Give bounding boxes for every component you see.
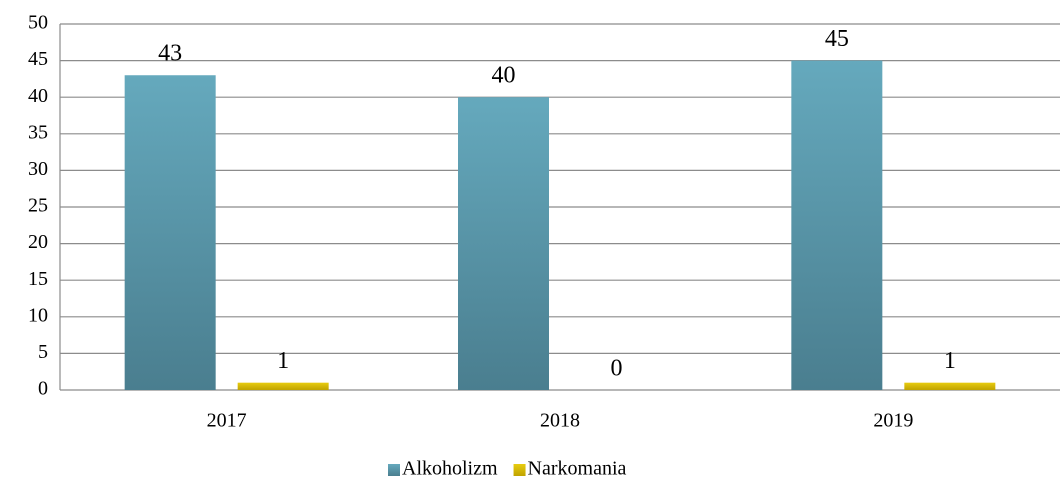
y-tick-label: 50 — [28, 12, 48, 34]
data-label: 40 — [492, 63, 516, 89]
data-label: 43 — [158, 41, 182, 67]
x-tick-label: 2018 — [540, 410, 580, 432]
y-tick-label: 15 — [28, 268, 48, 290]
bar — [791, 60, 883, 390]
x-tick-label: 2019 — [873, 410, 913, 432]
bar — [458, 97, 549, 390]
data-label: 1 — [277, 348, 289, 374]
legend-label: Alkoholizm — [402, 458, 498, 480]
y-tick-label: 40 — [28, 85, 48, 107]
x-tick-label: 2017 — [207, 410, 247, 432]
y-tick-label: 45 — [28, 48, 48, 70]
y-tick-label: 0 — [38, 378, 48, 400]
y-tick-label: 25 — [28, 195, 48, 217]
data-label: 1 — [944, 348, 956, 374]
y-tick-label: 30 — [28, 158, 48, 180]
y-tick-label: 10 — [28, 304, 48, 326]
data-label: 0 — [611, 356, 623, 382]
legend-swatch — [388, 464, 400, 476]
bar — [904, 382, 996, 390]
legend-label: Narkomania — [528, 458, 627, 480]
data-label: 45 — [825, 26, 849, 52]
y-tick-label: 20 — [28, 231, 48, 253]
legend-swatch — [513, 464, 526, 476]
bar — [124, 75, 216, 391]
bar — [237, 382, 329, 390]
y-tick-label: 5 — [38, 341, 48, 363]
y-tick-label: 35 — [28, 121, 48, 143]
